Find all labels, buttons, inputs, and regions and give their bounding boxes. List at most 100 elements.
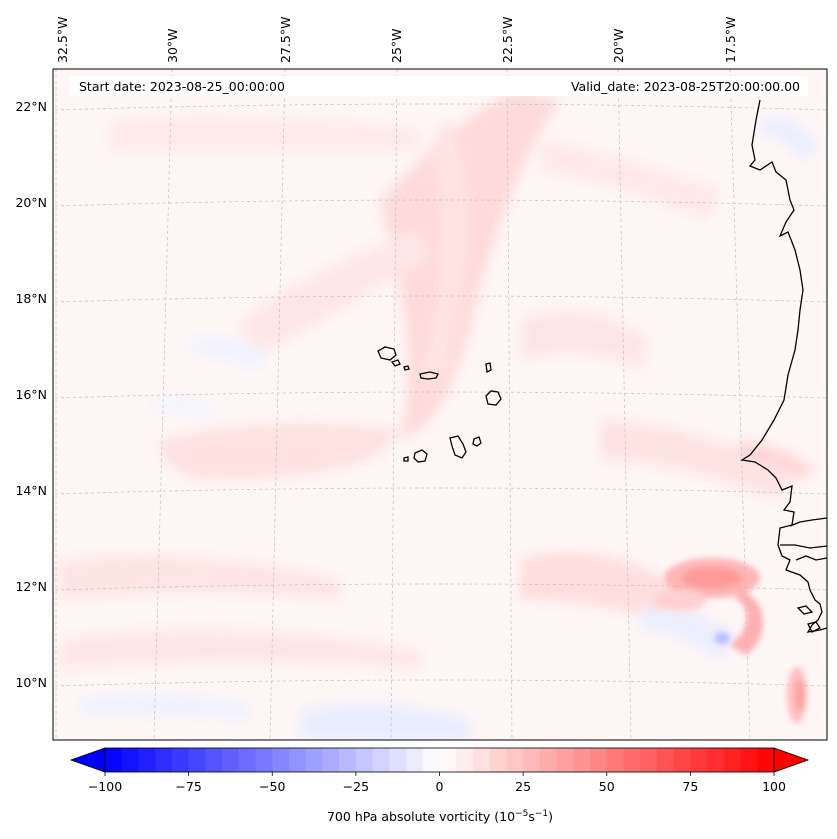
colorbar-step [339,748,357,772]
island-santiago [449,435,467,459]
colorbar-step [757,748,775,772]
colorbar-step [623,748,641,772]
colorbar-step [673,748,691,772]
island-santa-luzia [403,365,410,371]
colorbar-step [389,748,407,772]
lon-label-25w: 25°W [389,28,404,63]
colorbar-step [372,748,390,772]
gridline-lon-17-5 [729,69,751,740]
colorbar-step [539,748,558,772]
coastline-bijagos-1 [796,605,814,615]
colorbar-tick-label: 0 [436,779,444,794]
colorbar-step [640,748,658,772]
colorbar-step [523,748,541,772]
colorbar-step [238,748,257,772]
island-santo-antao [377,346,397,361]
lat-label-12n: 12°N [15,579,47,594]
colorbar-step [171,748,190,772]
colorbar-step [740,748,758,772]
colorbar-label-prefix: 700 hPa absolute vorticity (10 [327,809,515,824]
lat-label-22n: 22°N [15,99,47,114]
colorbar-step [606,748,624,772]
colorbar-tick-label: −25 [343,779,369,794]
colorbar-step [506,748,524,772]
coastline-guinea-bissau-north [795,555,827,561]
island-sao-vicente [390,359,401,367]
gridline-lat-16 [54,391,827,399]
valid-date-label: Valid_date: 2023-08-25T20:00:00.00 [571,79,800,94]
colorbar-step [707,748,725,772]
lon-label-22-5w: 22.5°W [500,17,515,63]
island-brava [403,456,409,462]
colorbar-step [422,748,440,772]
island-sal [485,362,492,373]
lon-label-32-5w: 32.5°W [55,17,70,63]
colorbar-steps [105,748,775,772]
coastline-bijagos-2 [807,621,821,633]
gridline-lat-12 [54,583,827,591]
gridlines [54,69,827,740]
colorbar-step [439,748,457,772]
map-frame [52,68,828,741]
lon-label-27-5w: 27.5°W [278,17,293,63]
colorbar-tick-label: 100 [762,779,786,794]
longitude-labels: 32.5°W 30°W 27.5°W 25°W 22.5°W 20°W 17.5… [55,17,738,63]
gridline-lat-14 [54,487,827,495]
lat-label-18n: 18°N [15,291,47,306]
colorbar-step [690,748,708,772]
colorbar-step [188,748,206,772]
gridline-lat-18 [54,295,827,303]
island-sao-nicolau [419,371,439,380]
colorbar-step [138,748,156,772]
lat-label-16n: 16°N [15,387,47,402]
colorbar-label-exp2: −1 [535,809,548,819]
annotation-band [70,76,808,96]
gridline-lon-30 [153,69,173,740]
gridline-lat-22 [54,103,827,111]
colorbar-step [255,748,273,772]
lon-label-17-5w: 17.5°W [723,17,738,63]
colorbar-tick-label: −100 [88,779,122,794]
colorbar-label-suffix: ) [548,809,553,824]
colorbar-step [656,748,675,772]
lon-label-30w: 30°W [165,28,180,63]
vorticity-max-region [654,558,807,723]
colorbar-step [556,748,574,772]
colorbar-tick-label: 25 [515,779,531,794]
colorbar-step [723,748,742,772]
coastline-gambia-river [789,517,827,527]
colorbar-step [489,748,507,772]
colorbar-tick-label: −75 [175,779,201,794]
cape-verde-islands [377,346,502,463]
colorbar-label-mid: s [528,809,535,824]
colorbar-tick-label: −50 [259,779,285,794]
colorbar-step [155,748,173,772]
island-maio [472,436,482,447]
colorbar-step [573,748,591,772]
colorbar-step [305,748,323,772]
lat-label-20n: 20°N [15,195,47,210]
colorbar-step [472,748,491,772]
colorbar-step [105,748,123,772]
gridline-lon-27-5 [269,69,286,740]
lon-label-20w: 20°W [611,28,626,63]
colorbar-step [456,748,474,772]
colorbar-tick-label: 50 [599,779,615,794]
colorbar-step [355,748,374,772]
colorbar-step [121,748,139,772]
colorbar-step [288,748,307,772]
coastline-west-africa [740,99,827,633]
lat-label-10n: 10°N [15,675,47,690]
colorbar-step [322,748,340,772]
colorbar-step [272,748,290,772]
gridline-lat-10 [54,679,827,687]
gridline-lat-20 [54,199,827,207]
colorbar-step [406,748,424,772]
gridline-lon-20 [617,69,632,740]
lat-label-14n: 14°N [15,483,47,498]
west-africa-coastline [740,99,827,633]
latitude-labels: 22°N 20°N 18°N 16°N 14°N 12°N 10°N [15,99,47,690]
island-fogo [413,449,428,463]
colorbar-tick-label: 75 [682,779,698,794]
